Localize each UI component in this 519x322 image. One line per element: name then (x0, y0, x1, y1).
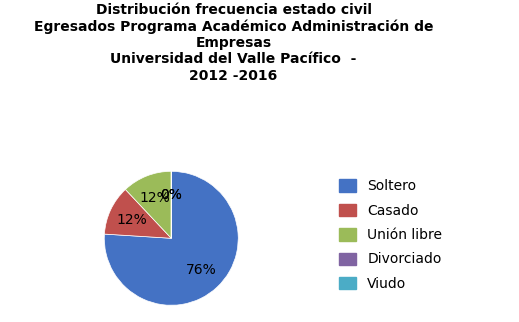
Wedge shape (104, 189, 171, 238)
Text: 0%: 0% (160, 188, 182, 202)
Text: 12%: 12% (140, 191, 171, 205)
Text: Distribución frecuencia estado civil
Egresados Programa Académico Administración: Distribución frecuencia estado civil Egr… (34, 3, 433, 83)
Text: 12%: 12% (116, 213, 147, 227)
Legend: Soltero, Casado, Unión libre, Divorciado, Viudo: Soltero, Casado, Unión libre, Divorciado… (334, 174, 448, 297)
Text: 0%: 0% (160, 188, 182, 202)
Text: 76%: 76% (186, 263, 216, 277)
Wedge shape (104, 171, 238, 305)
Wedge shape (126, 171, 171, 238)
